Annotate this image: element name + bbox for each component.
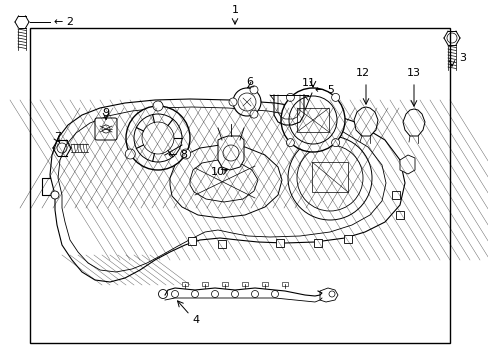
Bar — [218, 240, 225, 248]
Polygon shape — [353, 107, 377, 136]
Circle shape — [249, 110, 258, 118]
Text: 4: 4 — [192, 315, 199, 325]
Bar — [343, 235, 351, 243]
Circle shape — [249, 86, 258, 94]
Circle shape — [251, 291, 258, 297]
Circle shape — [153, 101, 163, 111]
Text: 6: 6 — [246, 77, 253, 87]
Bar — [242, 282, 247, 286]
Text: 7: 7 — [54, 132, 61, 142]
Text: ← 8: ← 8 — [168, 150, 187, 160]
Polygon shape — [218, 136, 244, 170]
Polygon shape — [319, 288, 337, 302]
Bar — [262, 282, 267, 286]
Text: 12: 12 — [355, 68, 369, 78]
Bar — [275, 239, 284, 247]
Bar — [222, 282, 227, 286]
Bar — [30, 28, 449, 343]
Circle shape — [158, 289, 167, 298]
Polygon shape — [402, 109, 424, 136]
Circle shape — [271, 291, 278, 297]
Circle shape — [181, 149, 190, 159]
Bar — [296, 108, 328, 132]
Circle shape — [331, 139, 339, 147]
Circle shape — [328, 291, 334, 297]
Text: 3: 3 — [459, 53, 466, 63]
Text: ← 2: ← 2 — [54, 17, 74, 27]
Bar — [182, 282, 187, 286]
Bar — [282, 282, 287, 286]
Circle shape — [211, 291, 218, 297]
Circle shape — [287, 136, 371, 220]
Text: 10: 10 — [210, 167, 224, 177]
Circle shape — [191, 291, 198, 297]
Circle shape — [232, 88, 261, 116]
Bar — [313, 239, 321, 247]
Circle shape — [171, 291, 178, 297]
Polygon shape — [50, 99, 404, 282]
Polygon shape — [170, 145, 282, 218]
Polygon shape — [399, 155, 414, 174]
Bar — [391, 191, 399, 199]
Circle shape — [286, 139, 294, 147]
Circle shape — [281, 88, 345, 152]
Bar — [311, 162, 347, 192]
Text: 9: 9 — [102, 108, 109, 118]
Bar — [187, 237, 196, 245]
Text: 11: 11 — [302, 78, 315, 88]
Circle shape — [228, 98, 237, 106]
Circle shape — [331, 93, 339, 102]
Text: 1: 1 — [231, 5, 238, 15]
Text: ← 5: ← 5 — [314, 85, 334, 95]
Circle shape — [51, 191, 59, 199]
Bar — [202, 282, 207, 286]
Circle shape — [126, 106, 190, 170]
Text: 13: 13 — [406, 68, 420, 78]
Circle shape — [231, 291, 238, 297]
Circle shape — [286, 93, 294, 102]
FancyBboxPatch shape — [95, 118, 117, 140]
Circle shape — [125, 149, 135, 159]
Bar — [395, 211, 403, 219]
